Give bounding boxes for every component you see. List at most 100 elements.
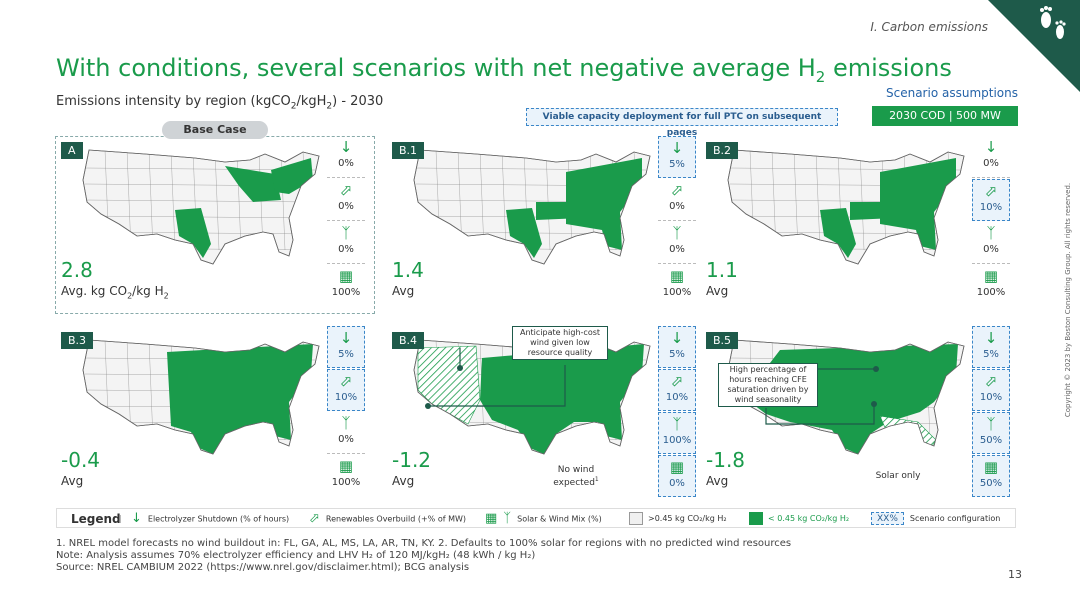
config-wind: ᛉ 0% [658,222,696,264]
scenario-panel: B.3 -0.4 Avg ↓ 5% ⬀ 10% ᛉ 0% ▦ 100% [55,326,367,498]
section-label: I. Carbon emissions [870,20,988,34]
scenario-avg-value: -1.2 [392,448,432,472]
us-map [727,149,965,265]
config-value: 10% [665,392,689,403]
legend-overbuild: ⬀ Renewables Overbuild (+% of MW) [309,511,467,526]
solar-panel-icon: ▦ [485,511,498,526]
config-wind: ᛉ 100% [658,412,696,454]
config-value: 50% [979,478,1003,489]
scenario-avg-value: 1.4 [392,258,424,282]
config-value: 0% [983,244,999,255]
footprint-corner-icon [988,0,1080,92]
callout-solar-only: Solar only [875,471,921,481]
config-solar: ▦ 100% [972,265,1010,307]
config-shutdown: ↓ 5% [972,326,1010,368]
config-value: 100% [331,287,361,298]
config-wind: ᛉ 50% [972,412,1010,454]
arrow-diag-icon: ⬀ [339,181,353,199]
arrow-down-icon: ↓ [339,329,353,347]
wind-turbine-icon: ᛉ [672,224,682,242]
footnote-note: Note: Analysis assumes 70% electrolyzer … [56,550,536,561]
config-overbuild: ⬀ 10% [972,369,1010,411]
legend-shutdown: ↓ Electrolyzer Shutdown (% of hours) [131,511,290,526]
scenario-avg-label: Avg [392,474,415,488]
config-value: 5% [669,159,685,170]
scenario-avg-label: Avg [706,474,729,488]
config-value: 5% [338,349,354,360]
config-value: 0% [338,434,354,445]
scenario-config-column: ↓ 5% ⬀ 10% ᛉ 0% ▦ 100% [327,326,365,498]
config-value: 0% [669,244,685,255]
config-value: 0% [983,158,999,169]
scenario-avg-value: 1.1 [706,258,738,282]
config-solar: ▦ 100% [327,265,365,307]
callout-high-cost-wind: Anticipate high-cost wind given low reso… [512,326,608,360]
legend: Legend | ↓ Electrolyzer Shutdown (% of ho… [56,508,1016,528]
callout-cfe-saturation: High percentage of hours reaching CFE sa… [718,363,818,407]
page-subtitle: Emissions intensity by region (kgCO2/kgH… [56,94,384,112]
scenario-tag: B.2 [706,142,739,159]
us-map [82,149,320,265]
legend-below-threshold: < 0.45 kg CO₂/kg H₂ [749,509,849,529]
base-case-pill: Base Case [162,121,268,139]
legend-mix: ▦ ᛉ Solar & Wind Mix (%) [485,511,602,526]
config-wind: ᛉ 0% [327,222,365,264]
arrow-diag-icon: ⬀ [339,372,353,390]
config-value: 10% [979,392,1003,403]
scenario-config-column: ↓ 5% ⬀ 10% ᛉ 50% ▦ 50% [972,326,1010,498]
config-overbuild: ⬀ 10% [327,369,365,411]
page-title: With conditions, several scenarios with … [56,54,952,86]
scenario-config-column: ↓ 5% ⬀ 10% ᛉ 100% ▦ 0% [658,326,696,498]
scenario-tag: B.4 [392,332,425,349]
scenario-avg-label: Avg. kg CO2/kg H2 [61,284,169,301]
callout-connector-b5 [765,366,879,425]
scenario-panel: B.2 1.1 Avg ↓ 0% ⬀ 10% ᛉ 0% ▦ 100% [700,136,1012,308]
config-shutdown: ↓ 5% [658,136,696,178]
config-solar: ▦ 50% [972,455,1010,497]
arrow-diag-icon: ⬀ [984,372,998,390]
config-overbuild: ⬀ 0% [327,179,365,221]
scenario-tag: B.1 [392,142,425,159]
scenario-panel: B.4 -1.2 Avg ↓ 5% ⬀ 10% ᛉ 100% ▦ 0% [386,326,698,498]
legend-config: XX% Scenario configuration [871,509,1000,529]
callout-no-wind: No wind expected1 [553,465,599,488]
viable-banner: Viable capacity deployment for full PTC … [526,108,838,138]
arrow-down-icon: ↓ [339,138,353,156]
footnotes: 1. NREL model forecasts no wind buildout… [56,538,791,574]
legend-title: Legend [71,512,121,526]
config-shutdown: ↓ 0% [972,136,1010,178]
scenario-panel: B.1 1.4 Avg ↓ 5% ⬀ 0% ᛉ 0% ▦ 100% [386,136,698,308]
wind-turbine-icon: ᛉ [986,415,996,433]
arrow-diag-icon: ⬀ [984,182,998,200]
scenario-config-column: ↓ 0% ⬀ 0% ᛉ 0% ▦ 100% [327,136,365,308]
solar-panel-icon: ▦ [338,457,354,475]
config-value: 0% [669,201,685,212]
wind-turbine-icon: ᛉ [672,415,682,433]
config-overbuild: ⬀ 0% [658,179,696,221]
solar-panel-icon: ▦ [669,458,685,476]
config-value: 100% [331,477,361,488]
callout-connector [425,348,566,409]
footnote-1: 1. NREL model forecasts no wind buildout… [56,538,792,549]
arrow-diag-icon: ⬀ [670,372,684,390]
scenario-config-column: ↓ 5% ⬀ 0% ᛉ 0% ▦ 100% [658,136,696,308]
config-overbuild: ⬀ 10% [658,369,696,411]
legend-above-threshold: >0.45 kg CO₂/kg H₂ [629,509,727,529]
config-value: 0% [338,244,354,255]
config-shutdown: ↓ 0% [327,136,365,178]
wind-turbine-icon: ᛉ [341,224,351,242]
config-shutdown: ↓ 5% [327,326,365,368]
assumptions-label: Scenario assumptions [886,86,1018,100]
scenario-avg-value: -1.8 [706,448,746,472]
config-value: 5% [669,349,685,360]
config-value: 0% [338,201,354,212]
config-shutdown: ↓ 5% [658,326,696,368]
config-value: 5% [983,349,999,360]
config-wind: ᛉ 0% [327,412,365,454]
config-value: 50% [979,435,1003,446]
solar-panel-icon: ▦ [338,267,354,285]
scenario-config-column: ↓ 0% ⬀ 10% ᛉ 0% ▦ 100% [972,136,1010,308]
config-value: 10% [334,392,358,403]
arrow-diag-icon: ⬀ [670,181,684,199]
arrow-down-icon: ↓ [984,329,998,347]
